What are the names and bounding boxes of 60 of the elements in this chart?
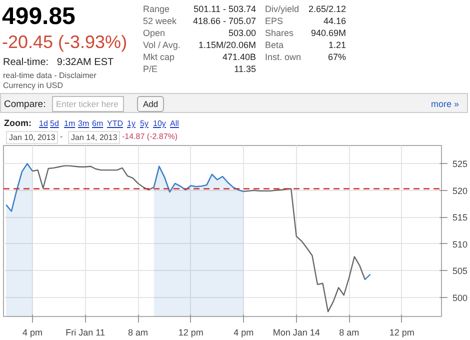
text: 503.00 xyxy=(228,27,256,40)
text: 10y xyxy=(153,118,166,130)
x-tick-label: 8 am xyxy=(339,328,360,338)
x-tick-label: 4 pm xyxy=(22,328,43,338)
x-tick-label: Fri Jan 11 xyxy=(66,328,105,338)
text: 67% xyxy=(328,51,346,64)
text: Compare: xyxy=(4,98,46,112)
text: 501.11 - 503.74 xyxy=(194,3,256,16)
text: -20.45 (-3.93%) xyxy=(2,31,128,54)
y-tick-label: 525 xyxy=(452,159,468,170)
text: Shares xyxy=(265,27,294,40)
y-tick-label: 505 xyxy=(452,266,468,276)
y-tick-label: 515 xyxy=(452,212,468,223)
text: 6m xyxy=(92,118,104,130)
text: EPS xyxy=(265,15,284,28)
x-tick-label: 12 pm xyxy=(178,328,204,338)
text: 1m xyxy=(64,118,76,130)
text: 2.65/2.12 xyxy=(308,3,346,16)
text: Jan 14, 2013 xyxy=(68,131,120,144)
text: Zoom: xyxy=(4,117,32,130)
text: 44.16 xyxy=(323,15,346,28)
text: 940.69M xyxy=(310,27,346,40)
y-tick-label: 510 xyxy=(452,239,468,250)
x-tick-label: 12 pm xyxy=(389,328,414,338)
text: 471.40B xyxy=(222,51,256,64)
text: Vol / Avg. xyxy=(143,39,180,52)
text: Div/yield xyxy=(265,3,300,16)
text: 52 week xyxy=(143,15,177,28)
text: -14.87 (-2.87%) xyxy=(122,131,178,142)
text: P/E xyxy=(143,63,158,76)
text: YTD xyxy=(107,118,123,130)
text: Inst. own xyxy=(265,51,302,64)
text: Range xyxy=(143,3,170,16)
text: 5y xyxy=(140,118,148,130)
text: Beta xyxy=(265,39,284,52)
text: 1d xyxy=(39,118,48,130)
text: 1.21 xyxy=(328,39,346,52)
text: Add xyxy=(137,96,164,112)
text: Mkt cap xyxy=(143,51,175,64)
text: Currency in USD xyxy=(3,80,64,92)
text: Jan 10, 2013 xyxy=(6,131,58,144)
text: 1y xyxy=(127,118,136,130)
x-tick-label: 4 pm xyxy=(234,328,254,338)
x-tick-label: 8 am xyxy=(128,328,148,338)
text: 5d xyxy=(50,118,59,130)
text: real-time data - Disclaimer xyxy=(3,70,96,82)
y-tick-label: 500 xyxy=(452,292,468,303)
text: 418.66 - 705.07 xyxy=(192,15,256,28)
text: All xyxy=(170,118,179,130)
text: Open xyxy=(143,27,166,40)
text: 499.85 xyxy=(2,3,76,30)
text: 3m xyxy=(78,118,90,130)
text: more » xyxy=(431,98,460,111)
text: - xyxy=(60,131,63,142)
text: Real-time: 9:32AM EST xyxy=(3,56,114,70)
text: 1.15M/20.06M xyxy=(198,39,256,52)
x-tick-label: Mon Jan 14 xyxy=(272,328,320,338)
text: Enter ticker here xyxy=(52,96,124,112)
text: 11.35 xyxy=(234,63,256,76)
y-tick-label: 520 xyxy=(452,186,468,196)
